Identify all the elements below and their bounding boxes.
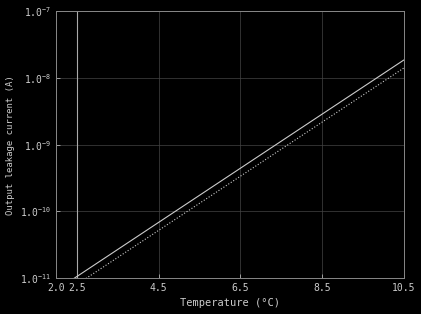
X-axis label: Temperature (°C): Temperature (°C): [180, 298, 280, 308]
Y-axis label: Output leakage current (A): Output leakage current (A): [5, 75, 15, 214]
